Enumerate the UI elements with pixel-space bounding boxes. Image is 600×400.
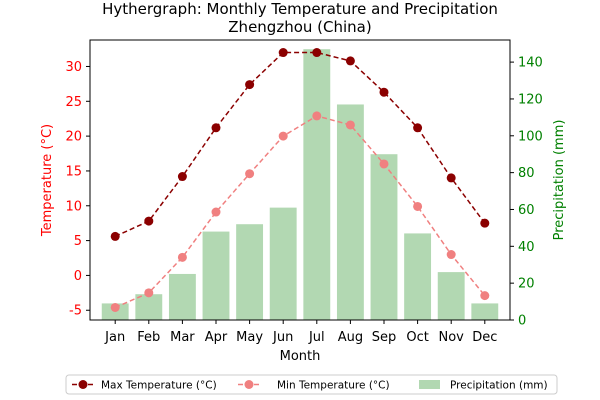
min-temperature-point-aug (345, 120, 355, 130)
max-temperature-point-jan (110, 231, 120, 241)
x-tick-label-jul: Jul (308, 330, 325, 345)
min-temperature-point-apr (211, 207, 221, 217)
x-tick-label-may: May (236, 330, 263, 345)
left-tick-label: 10 (65, 199, 82, 214)
precipitation-bar-sep (370, 154, 398, 320)
chart-axes: -5 0 5 10 15 20 25 30 0 20 40 60 80 100 120 140 Jan Feb Ma… (65, 39, 543, 345)
right-tick-label: 120 (518, 92, 543, 107)
right-tick-label: 80 (518, 166, 535, 181)
left-tick-label: 30 (65, 60, 82, 75)
chart-title: Hythergraph: Monthly Temperature and Pre… (102, 0, 498, 18)
legend-bar-swatch (419, 380, 440, 389)
legend-marker (244, 380, 254, 389)
min-temperature-point-dec (480, 291, 490, 301)
min-temperature-point-mar (177, 252, 187, 262)
max-temperature-point-aug (345, 56, 355, 66)
right-tick-label: 100 (518, 129, 543, 144)
x-tick-label-dec: Dec (472, 330, 497, 345)
left-tick-label: -5 (69, 304, 82, 319)
precipitation-bar-jun (269, 207, 297, 320)
left-tick-label: 15 (65, 164, 82, 179)
max-temperature-point-oct (413, 123, 423, 133)
left-tick-label: 20 (65, 130, 82, 145)
x-tick-label-feb: Feb (137, 330, 160, 345)
min-temperature-point-jul (312, 111, 322, 121)
precipitation-bar-oct (404, 233, 432, 320)
min-temperature-point-oct (413, 201, 423, 211)
left-tick-label: 5 (74, 234, 82, 249)
max-temperature-point-jun (278, 48, 288, 58)
max-temperature-point-sep (379, 87, 389, 97)
legend: Max Temperature (°C) Min Temperature (°C)… (65, 374, 558, 395)
right-tick-label: 60 (518, 203, 535, 218)
precipitation-bar-aug (336, 104, 364, 320)
left-tick-label: 25 (65, 95, 82, 110)
y-axis-label-left: Temperature (°C) (40, 124, 55, 237)
temperature-lines (110, 48, 490, 312)
min-temperature-point-may (245, 169, 255, 179)
max-temperature-point-nov (446, 173, 456, 183)
min-temperature-point-nov (446, 250, 456, 260)
legend-box (65, 374, 558, 395)
legend-marker (78, 380, 88, 389)
right-tick-label: 20 (518, 277, 535, 292)
plot-frame (89, 39, 511, 321)
max-temperature-point-dec (480, 218, 490, 228)
x-tick-label-apr: Apr (205, 330, 228, 345)
x-axis-label: Month (280, 349, 321, 364)
x-tick-label-jun: Jun (272, 330, 293, 345)
left-tick-label: 0 (74, 269, 82, 284)
precipitation-bar-jul (303, 49, 331, 321)
x-tick-label-mar: Mar (170, 330, 195, 345)
chart-subtitle: Zhengzhou (China) (228, 18, 371, 36)
x-tick-label-nov: Nov (439, 330, 465, 345)
max-temperature-point-apr (211, 123, 221, 133)
y-axis-label-right: Precipitation (mm) (552, 120, 567, 241)
legend-label: Min Temperature (°C) (277, 380, 390, 392)
min-temperature-point-feb (144, 288, 154, 298)
precipitation-bar-mar (168, 273, 196, 320)
precipitation-bar-apr (202, 231, 230, 320)
precipitation-bar-feb (135, 294, 163, 320)
precipitation-bar-may (236, 224, 264, 320)
max-temperature-point-may (245, 80, 255, 90)
max-temperature-line (114, 51, 486, 238)
max-temperature-point-feb (144, 216, 154, 226)
x-tick-label-oct: Oct (406, 330, 428, 345)
x-tick-label-sep: Sep (372, 330, 397, 345)
legend-label: Precipitation (mm) (450, 380, 548, 392)
x-tick-label-aug: Aug (338, 330, 363, 345)
x-tick-label-jan: Jan (104, 330, 125, 345)
precipitation-bar-nov (437, 272, 465, 320)
min-temperature-line (114, 115, 486, 309)
precipitation-bars (101, 49, 499, 321)
right-tick-label: 140 (518, 56, 543, 71)
precipitation-bar-dec (471, 303, 499, 320)
max-temperature-point-mar (177, 172, 187, 182)
min-temperature-point-jan (110, 302, 120, 312)
max-temperature-point-jul (312, 48, 322, 58)
min-temperature-point-sep (379, 159, 389, 169)
right-tick-label: 0 (518, 314, 526, 329)
min-temperature-point-jun (278, 131, 288, 141)
legend-label: Max Temperature (°C) (101, 380, 217, 392)
right-tick-label: 40 (518, 240, 535, 255)
